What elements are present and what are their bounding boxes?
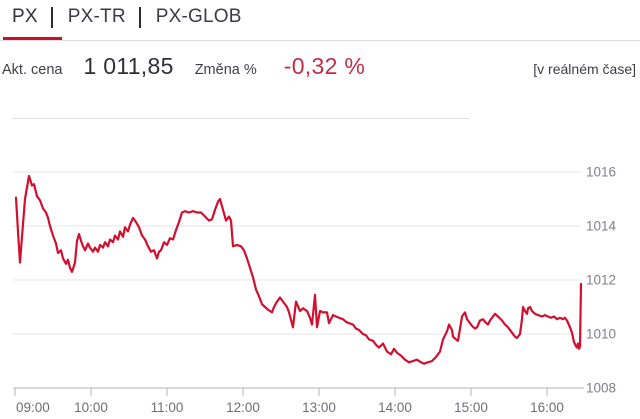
tab-separator — [50, 6, 53, 28]
svg-text:09:00: 09:00 — [16, 400, 50, 415]
svg-text:1014: 1014 — [586, 219, 617, 234]
price-chart: 1008 1010 1012 1014 1016 09:00 10:00 11:00 12:0… — [13, 165, 617, 415]
tab-px-glob[interactable]: PX-GLOB — [155, 6, 242, 27]
x-axis: 09:00 10:00 11:00 12:00 13:00 14:00 15:00 16:00 — [14, 388, 564, 415]
index-tabs: PX PX-TR PX-GLOB — [0, 0, 640, 41]
svg-text:1010: 1010 — [586, 327, 616, 342]
change-label: Změna % — [194, 62, 257, 78]
tab-px-tr[interactable]: PX-TR — [67, 6, 126, 27]
y-axis-labels: 1008 1010 1012 1014 1016 — [586, 165, 617, 396]
active-tab-underline — [3, 37, 62, 41]
svg-text:15:00: 15:00 — [454, 400, 488, 415]
svg-text:1016: 1016 — [586, 165, 616, 180]
tabs-divider-rule — [0, 40, 640, 41]
svg-text:11:00: 11:00 — [151, 400, 184, 415]
price-row: Akt. cena 1 011,85 Změna % -0,32 % [v re… — [2, 53, 636, 80]
svg-text:12:00: 12:00 — [226, 400, 260, 415]
svg-text:1008: 1008 — [586, 381, 616, 396]
svg-text:13:00: 13:00 — [302, 400, 336, 415]
change-value: -0,32 % — [283, 53, 366, 79]
chart-area: 1008 1010 1012 1014 1016 09:00 10:00 11:00 12:0… — [0, 140, 640, 419]
realtime-note: [v reálném čase] — [533, 61, 636, 77]
svg-text:1012: 1012 — [586, 273, 616, 288]
svg-text:16:00: 16:00 — [530, 400, 564, 415]
current-price-label: Akt. cena — [2, 62, 63, 78]
tab-separator — [138, 6, 141, 28]
svg-text:14:00: 14:00 — [378, 400, 412, 415]
svg-text:10:00: 10:00 — [74, 400, 108, 415]
tab-px[interactable]: PX — [12, 6, 38, 27]
price-line — [14, 174, 583, 365]
gridlines — [13, 171, 584, 389]
section-divider — [12, 118, 470, 119]
current-price-value: 1 011,85 — [83, 53, 174, 79]
